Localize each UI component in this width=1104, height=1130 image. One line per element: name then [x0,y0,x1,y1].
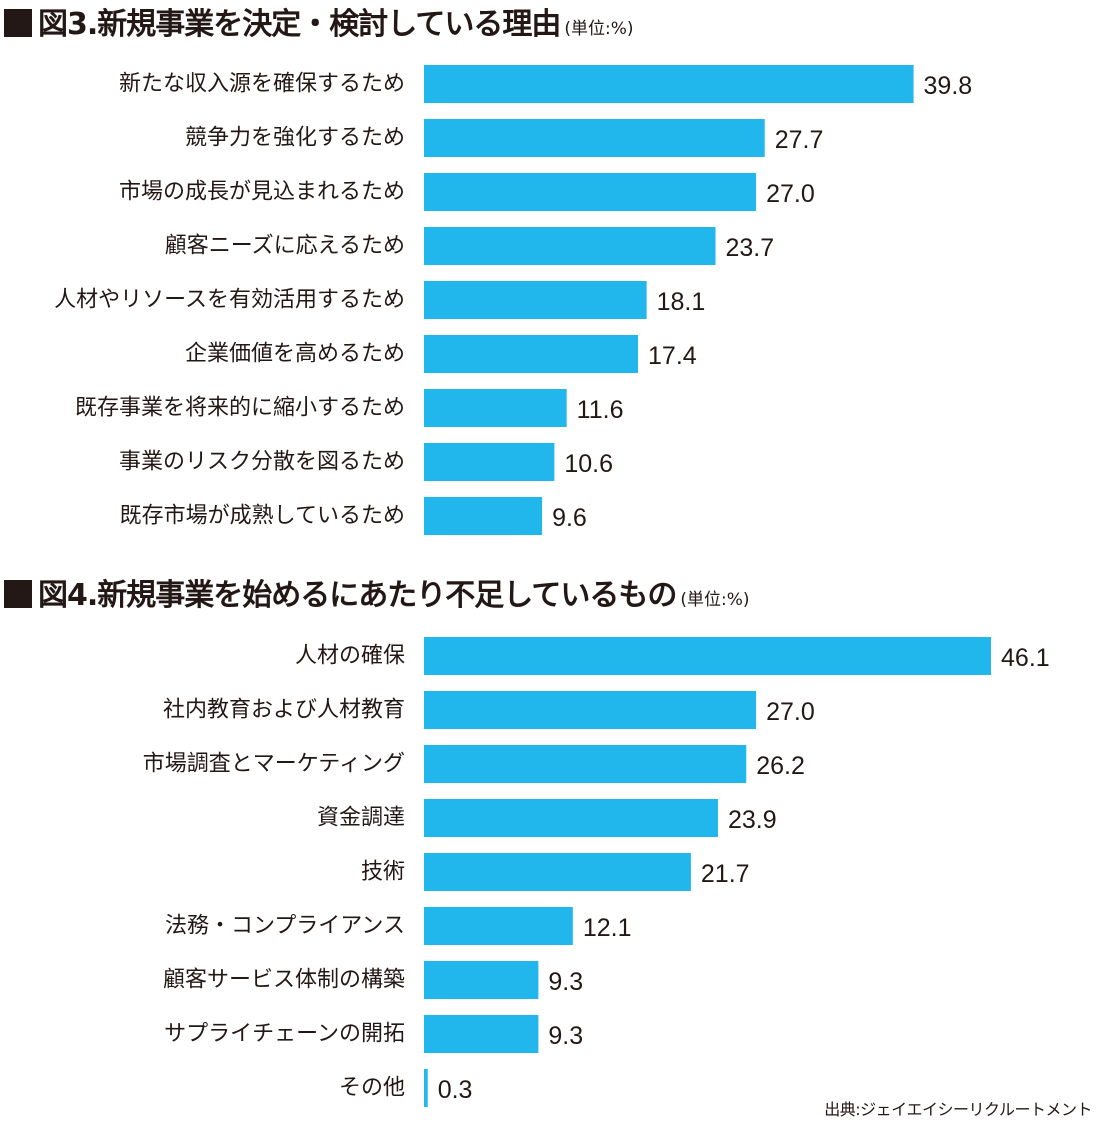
value-label: 39.8 [924,72,973,100]
bar [424,961,539,999]
value-label: 18.1 [657,288,706,316]
value-label: 12.1 [583,914,632,942]
value-label: 9.3 [548,968,583,996]
category-label: 技術 [361,860,405,885]
category-label: その他 [339,1076,405,1101]
chart-4-unit: (単位:%) [680,590,750,610]
chart-4-title-text: 図4.新規事業を始めるにあたり不足しているもの [38,578,677,613]
title-square-icon [4,580,32,608]
bar [424,335,639,373]
category-label: 人材やリソースを有効活用するため [54,288,405,313]
category-label: 社内教育および人材教育 [163,698,405,723]
category-label: 顧客ニーズに応えるため [165,234,405,259]
bar [424,443,555,481]
bar [424,691,757,729]
category-label: 市場調査とマーケティング [143,752,405,777]
category-label: 事業のリスク分散を図るため [119,450,405,475]
bar [424,119,765,157]
category-label: 人材の確保 [295,644,405,669]
value-label: 9.6 [552,504,587,532]
bar [424,227,716,265]
bar [424,389,567,427]
category-label: 既存市場が成熟しているため [120,504,405,529]
bar [424,637,992,675]
category-label: 競争力を強化するため [185,126,405,151]
bar [424,1069,428,1107]
category-label: 既存事業を将来的に縮小するため [75,396,405,421]
chart-3-bars: 新たな収入源を確保するため 39.8 競争力を強化するため 27.7 市場の成長が見込ま… [54,65,973,535]
category-label: 顧客サービス体制の構築 [163,968,405,993]
value-label: 21.7 [701,860,750,888]
category-label: 新たな収入源を確保するため [119,72,405,97]
value-label: 10.6 [564,450,613,478]
value-label: 23.9 [728,806,777,834]
value-label: 9.3 [548,1022,583,1050]
source-note: 出典:ジェイエイシーリクルートメント [824,1100,1092,1119]
category-label: 資金調達 [317,806,405,831]
bar [424,497,543,535]
category-label: サプライチェーンの開拓 [164,1022,405,1047]
chart-3-unit: (単位:%) [564,19,634,39]
bar [424,745,747,783]
category-label: 法務・コンプライアンス [165,914,405,939]
chart-3-title: 図3.新規事業を決定・検討している理由 (単位:%) [4,5,634,49]
value-label: 27.7 [775,126,824,154]
bar [424,907,573,945]
value-label: 27.0 [766,180,815,208]
value-label: 27.0 [766,698,815,726]
category-label: 企業価値を高めるため [185,342,405,367]
value-label: 46.1 [1001,644,1050,672]
value-label: 17.4 [648,342,697,370]
value-label: 23.7 [726,234,775,262]
chart-3-title-text: 図3.新規事業を決定・検討している理由 [38,7,561,42]
category-label: 市場の成長が見込まれるため [119,180,405,205]
bar [424,1015,539,1053]
chart-4-title: 図4.新規事業を始めるにあたり不足しているもの (単位:%) [4,576,750,620]
bar [424,281,647,319]
bar [424,853,691,891]
chart-4-bars: 人材の確保 46.1 社内教育および人材教育 27.0 市場調査とマーケティング 26.2… [143,637,1050,1107]
title-square-icon [4,9,32,37]
value-label: 0.3 [438,1076,473,1104]
bar [424,65,914,103]
bar [424,173,757,211]
value-label: 26.2 [756,752,805,780]
value-label: 11.6 [577,396,624,424]
bar [424,799,718,837]
